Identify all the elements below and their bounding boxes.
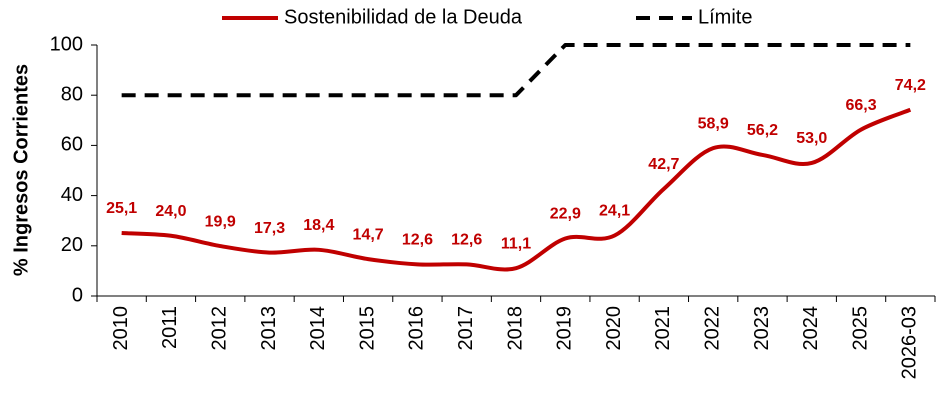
- data-label: 24,1: [599, 203, 630, 220]
- data-label: 12,6: [402, 232, 433, 249]
- y-tick-label: 0: [72, 284, 83, 306]
- data-label: 42,7: [648, 156, 679, 173]
- legend-label: Sostenibilidad de la Deuda: [284, 6, 523, 28]
- data-label: 24,0: [155, 203, 186, 220]
- x-tick-label: 2026-03: [899, 306, 921, 379]
- data-label: 17,3: [254, 220, 285, 237]
- data-label: 56,2: [747, 122, 778, 139]
- x-tick-label: 2012: [209, 306, 231, 351]
- x-tick-label: 2019: [554, 306, 576, 351]
- data-label: 66,3: [845, 97, 876, 114]
- x-tick-label: 2018: [504, 306, 526, 351]
- series-line: [121, 43, 911, 98]
- y-tick-label: 80: [61, 83, 83, 105]
- y-axis-label: % Ingresos Corrientes: [10, 64, 32, 276]
- x-tick-label: 2010: [110, 306, 132, 351]
- x-tick-label: 2011: [159, 306, 181, 349]
- y-tick-label: 40: [61, 184, 83, 206]
- x-tick-label: 2015: [356, 306, 378, 351]
- series-line: [121, 107, 912, 272]
- x-tick-label: 2022: [701, 306, 723, 351]
- x-tick-label: 2023: [751, 306, 773, 351]
- x-tick-label: 2013: [258, 306, 280, 351]
- x-tick-label: 2016: [406, 306, 428, 351]
- data-label: 74,2: [895, 77, 926, 94]
- data-label: 18,4: [303, 217, 334, 234]
- x-tick-label: 2014: [307, 306, 329, 351]
- data-label: 11,1: [501, 235, 531, 252]
- y-tick-label: 60: [61, 134, 83, 156]
- x-tick-label: 2017: [455, 306, 477, 351]
- x-tick-label: 2025: [849, 306, 871, 351]
- data-label: 25,1: [106, 200, 137, 217]
- data-label: 14,7: [353, 226, 384, 243]
- data-label: 58,9: [698, 115, 729, 132]
- data-label: 19,9: [205, 213, 236, 230]
- y-tick-label: 100: [50, 33, 83, 55]
- x-tick-label: 2024: [800, 306, 822, 351]
- data-label: 12,6: [451, 232, 482, 249]
- legend-label: Límite: [698, 6, 752, 28]
- data-label: 22,9: [550, 206, 581, 223]
- x-tick-label: 2020: [603, 306, 625, 351]
- x-tick-label: 2021: [652, 306, 674, 351]
- data-label: 53,0: [796, 130, 827, 147]
- y-tick-label: 20: [61, 234, 83, 256]
